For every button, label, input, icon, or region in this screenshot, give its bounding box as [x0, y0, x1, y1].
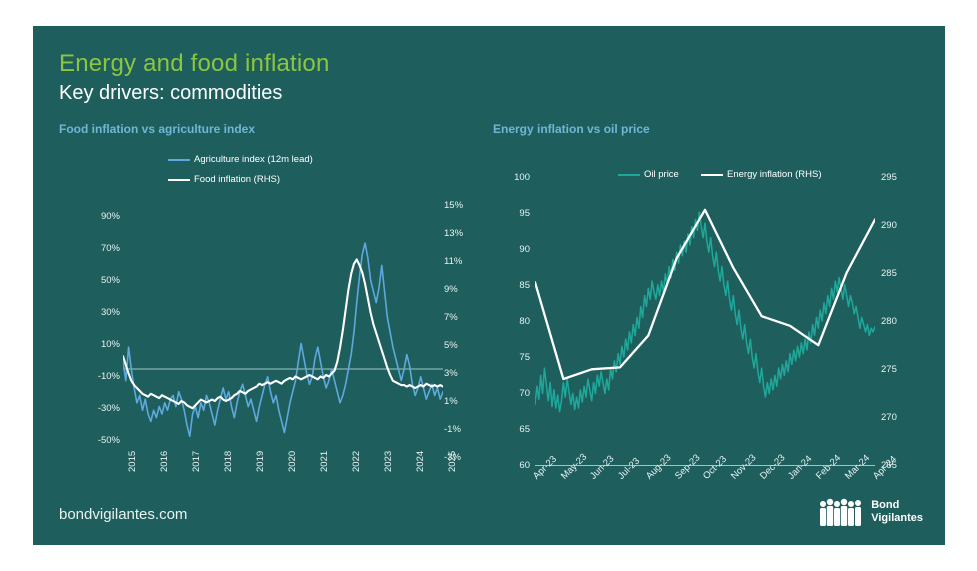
food-chart-title: Food inflation vs agriculture index	[59, 122, 256, 136]
legend-label-energy-inflation: Energy inflation (RHS)	[727, 169, 822, 180]
food-ytick-right-8: -1%	[444, 424, 461, 435]
legend-swatch-agriculture	[168, 158, 190, 161]
energy-chart-plot	[535, 208, 875, 466]
food-xtick-10: 2025	[447, 450, 458, 472]
energy-ytick-right-0: 295	[881, 172, 897, 183]
energy-ytick-left-7: 65	[519, 424, 530, 435]
brand-logo-text: Bond Vigilantes	[871, 499, 923, 524]
food-legend-agriculture: Agriculture index (12m lead)	[168, 154, 313, 165]
legend-swatch-food-inflation	[168, 178, 190, 181]
food-ytick-left-2: 50%	[100, 275, 120, 286]
food-ytick-left-4: 10%	[100, 339, 120, 350]
energy-ytick-left-2: 90	[519, 244, 530, 255]
food-ytick-right-2: 11%	[444, 256, 463, 267]
food-ytick-left-0: 90%	[100, 211, 120, 222]
energy-chart-title: Energy inflation vs oil price	[493, 122, 650, 136]
food-series-food-inflation	[123, 258, 443, 410]
food-chart-plot	[123, 242, 443, 438]
energy-ytick-left-6: 70	[519, 388, 530, 399]
energy-ytick-left-5: 75	[519, 352, 530, 363]
energy-ytick-right-5: 270	[881, 412, 897, 423]
brand-logo-line1: Bond	[871, 499, 900, 512]
food-ytick-right-7: 1%	[444, 396, 458, 407]
energy-ytick-right-6: 265	[881, 460, 897, 471]
energy-inflation-chart: Oil price Energy inflation (RHS) 100 95 …	[473, 136, 945, 536]
energy-legend-oil-price: Oil price	[618, 169, 679, 180]
brand-logo: Bond Vigilantes	[818, 497, 923, 527]
food-ytick-left-1: 70%	[100, 243, 120, 254]
energy-ytick-left-4: 80	[519, 316, 530, 327]
energy-series-oil-price	[535, 211, 875, 413]
legend-label-agriculture: Agriculture index (12m lead)	[194, 154, 313, 165]
legend-swatch-oil-price	[618, 173, 640, 176]
food-ytick-left-5: -10%	[97, 371, 120, 382]
food-xtick-7: 2022	[351, 450, 362, 472]
energy-ytick-left-8: 60	[519, 460, 530, 471]
food-ytick-right-4: 7%	[444, 312, 458, 323]
legend-swatch-energy-inflation	[701, 173, 723, 176]
energy-legend-energy-inflation: Energy inflation (RHS)	[701, 169, 822, 180]
slide-canvas: Energy and food inflation Key drivers: c…	[33, 26, 945, 545]
food-xtick-8: 2023	[383, 450, 394, 472]
food-ytick-right-0: 15%	[444, 200, 464, 211]
legend-label-oil-price: Oil price	[644, 169, 679, 180]
food-xtick-1: 2016	[159, 450, 170, 472]
food-ytick-right-3: 9%	[444, 284, 458, 295]
food-series-agriculture	[123, 242, 443, 438]
food-ytick-left-6: -30%	[97, 403, 120, 414]
page-title: Energy and food inflation	[59, 50, 330, 77]
energy-ytick-right-4: 275	[881, 364, 897, 375]
food-ytick-left-7: -50%	[97, 435, 120, 446]
food-legend-food-inflation: Food inflation (RHS)	[168, 174, 280, 185]
brand-logo-line2: Vigilantes	[871, 512, 923, 524]
food-xtick-2: 2017	[191, 450, 202, 472]
food-xtick-6: 2021	[319, 450, 330, 472]
page-subtitle: Key drivers: commodities	[59, 82, 283, 104]
food-xtick-5: 2020	[287, 450, 298, 472]
food-ytick-right-5: 5%	[444, 340, 458, 351]
energy-ytick-right-2: 285	[881, 268, 897, 279]
food-ytick-right-6: 3%	[444, 368, 458, 379]
food-inflation-chart: Agriculture index (12m lead) Food inflat…	[33, 136, 483, 536]
food-xtick-9: 2024	[415, 450, 426, 472]
food-xtick-3: 2018	[223, 450, 234, 472]
energy-ytick-right-1: 290	[881, 220, 897, 231]
people-group-icon	[820, 498, 862, 526]
legend-label-food-inflation: Food inflation (RHS)	[194, 174, 281, 185]
food-xtick-4: 2019	[255, 450, 266, 472]
food-xtick-0: 2015	[127, 450, 138, 472]
food-ytick-left-3: 30%	[100, 307, 120, 318]
energy-series-energy-inflation	[535, 208, 875, 381]
food-ytick-right-1: 13%	[444, 228, 464, 239]
energy-ytick-right-3: 280	[881, 316, 897, 327]
food-ytick-right-9: -3%	[444, 452, 461, 463]
energy-ytick-left-3: 85	[519, 280, 530, 291]
energy-ytick-left-1: 95	[519, 208, 530, 219]
footer-website-url[interactable]: bondvigilantes.com	[59, 506, 188, 523]
energy-ytick-left-0: 100	[514, 172, 530, 183]
